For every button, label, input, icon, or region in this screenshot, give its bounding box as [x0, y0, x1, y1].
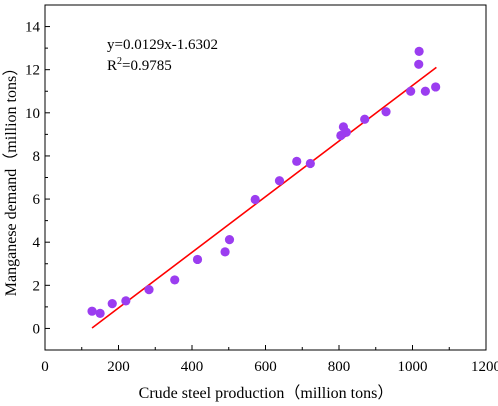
data-point — [305, 158, 315, 169]
data-points — [87, 46, 441, 318]
x-tick-label: 0 — [41, 359, 49, 375]
x-tick-label: 200 — [107, 359, 130, 375]
data-point — [341, 127, 351, 137]
r-squared: R2=0.9785 — [107, 56, 172, 74]
r-squared-value: =0.9785 — [122, 58, 172, 74]
plot-frame — [44, 4, 487, 351]
data-point — [95, 308, 105, 318]
data-point — [406, 86, 416, 96]
data-point — [224, 235, 235, 245]
fit-line-group — [91, 66, 437, 329]
axis-ticks — [44, 4, 487, 350]
x-tick-label: 600 — [254, 359, 277, 375]
y-axis-label: Manganese demand（million tons） — [2, 60, 20, 296]
y-tick-label: 0 — [33, 321, 41, 337]
fit-equation: y=0.0129x-1.6302 — [107, 37, 218, 53]
data-point — [121, 296, 131, 306]
data-point — [360, 114, 370, 124]
x-tick-label: 400 — [181, 359, 204, 375]
r-squared-superscript: 2 — [117, 56, 122, 67]
x-tick-labels: 0 200 400 600 800 1000 1200 — [41, 359, 498, 375]
y-tick-label: 6 — [33, 192, 41, 208]
x-tick-label: 1000 — [398, 359, 428, 375]
data-point — [431, 82, 441, 92]
data-point — [250, 194, 260, 205]
data-point — [414, 46, 424, 56]
y-tick-label: 14 — [25, 20, 41, 36]
data-point — [170, 275, 180, 285]
x-tick-label: 800 — [328, 359, 351, 375]
y-tick-label: 10 — [25, 106, 40, 122]
data-point — [144, 285, 154, 295]
x-axis-label: Crude steel production（million tons） — [139, 384, 394, 402]
data-point — [274, 176, 285, 186]
fit-line — [91, 66, 437, 329]
data-point — [87, 306, 97, 316]
data-point — [292, 156, 302, 166]
data-point — [420, 86, 430, 96]
data-point — [414, 59, 424, 69]
data-point — [220, 247, 230, 257]
data-point — [381, 107, 391, 117]
y-tick-labels: 0 2 4 6 8 10 12 14 — [25, 20, 41, 338]
y-tick-label: 2 — [33, 278, 41, 294]
y-tick-label: 4 — [33, 235, 41, 251]
data-point — [192, 254, 203, 265]
x-tick-label: 1200 — [471, 359, 498, 375]
y-tick-label: 12 — [25, 63, 40, 79]
data-point — [107, 299, 117, 309]
r-squared-prefix: R — [107, 58, 117, 74]
y-tick-label: 8 — [33, 149, 41, 165]
